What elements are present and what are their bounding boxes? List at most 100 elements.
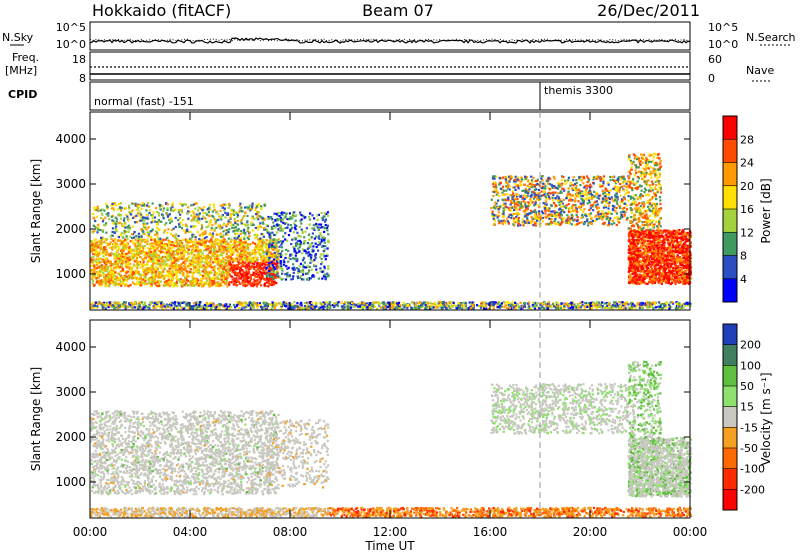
power-cell (272, 272, 275, 275)
power-cell (206, 266, 209, 269)
power-cell (190, 280, 193, 283)
power-cell (323, 212, 326, 215)
power-cell (143, 224, 146, 227)
power-cell (117, 208, 120, 211)
power-cell (93, 206, 96, 209)
power-cell (164, 260, 167, 263)
power-cell (182, 268, 185, 271)
power-cell (183, 203, 186, 206)
power-cell (310, 237, 313, 240)
power-cell (144, 256, 147, 259)
power-cell (186, 284, 190, 287)
power-cell (143, 253, 146, 256)
power-cell (162, 238, 165, 241)
power-cell (455, 307, 458, 310)
power-cell (143, 282, 146, 286)
power-cell (250, 253, 253, 256)
power-cell (195, 260, 198, 263)
power-cell (323, 230, 326, 233)
power-cell (250, 221, 253, 224)
power-cell (135, 254, 138, 258)
power-cell (181, 242, 184, 245)
power-cell (137, 206, 140, 209)
power-cell (295, 251, 298, 254)
power-cell (105, 262, 108, 265)
power-cell (222, 245, 225, 248)
power-cell (225, 248, 228, 251)
power-cell (93, 241, 96, 244)
power-cell (193, 266, 196, 269)
power-cell (257, 244, 260, 247)
power-cell (324, 218, 328, 221)
power-cell (244, 265, 247, 268)
power-cell (271, 218, 274, 221)
power-cell (340, 301, 344, 305)
power-cell (249, 259, 252, 262)
power-cell (301, 248, 305, 251)
power-cell (309, 212, 312, 215)
power-cell (253, 260, 257, 263)
power-cell (317, 249, 320, 252)
power-cell (257, 238, 260, 241)
power-cell (245, 259, 248, 262)
power-cell (227, 230, 230, 234)
power-cell (216, 257, 219, 261)
power-cell (105, 222, 108, 225)
power-cell (196, 261, 199, 264)
power-cell (95, 215, 98, 218)
power-cell (158, 260, 161, 263)
power-cell (271, 231, 274, 234)
power-cell (276, 272, 279, 275)
power-cell (185, 275, 189, 278)
power-cell (222, 269, 225, 273)
power-cell (137, 281, 140, 284)
power-cell (217, 262, 220, 265)
power-cell (142, 304, 145, 307)
power-cell (381, 301, 384, 304)
power-cell (174, 281, 177, 284)
power-cell (203, 254, 206, 258)
power-cell (322, 275, 326, 278)
power-cell (654, 306, 657, 309)
power-cell (257, 268, 260, 271)
power-cell (265, 239, 268, 242)
power-cell (178, 265, 181, 268)
power-cell (265, 224, 268, 227)
power-cell (111, 276, 114, 279)
power-cell (163, 282, 166, 285)
power-cell (249, 207, 252, 211)
power-cell (228, 269, 231, 272)
power-cell (128, 302, 131, 305)
power-cell (162, 262, 165, 266)
power-cell (184, 269, 187, 272)
power-cell (321, 270, 324, 273)
power-cell (207, 271, 210, 274)
power-cell (274, 219, 277, 222)
power-cell (186, 273, 189, 276)
power-cell (217, 212, 220, 216)
power-cell (171, 271, 174, 275)
power-cell (132, 242, 135, 245)
power-cell (153, 262, 156, 265)
power-cell (205, 262, 208, 265)
power-cell (302, 273, 305, 276)
power-cell (247, 267, 250, 270)
power-cell (190, 225, 193, 228)
power-cell (92, 248, 95, 252)
power-cell (117, 236, 121, 239)
power-cell (311, 214, 314, 217)
power-cell (184, 231, 187, 234)
power-cell (233, 245, 236, 248)
power-cell (156, 246, 159, 249)
power-cell (196, 252, 200, 255)
power-cell (208, 281, 211, 284)
power-cell (121, 250, 124, 253)
power-cell (318, 237, 321, 240)
power-cell (181, 285, 184, 288)
power-cell (284, 238, 287, 241)
power-cell (247, 259, 250, 262)
power-cell (267, 285, 270, 288)
power-cell (249, 254, 252, 257)
power-cell (119, 264, 123, 267)
power-cell (151, 215, 154, 218)
